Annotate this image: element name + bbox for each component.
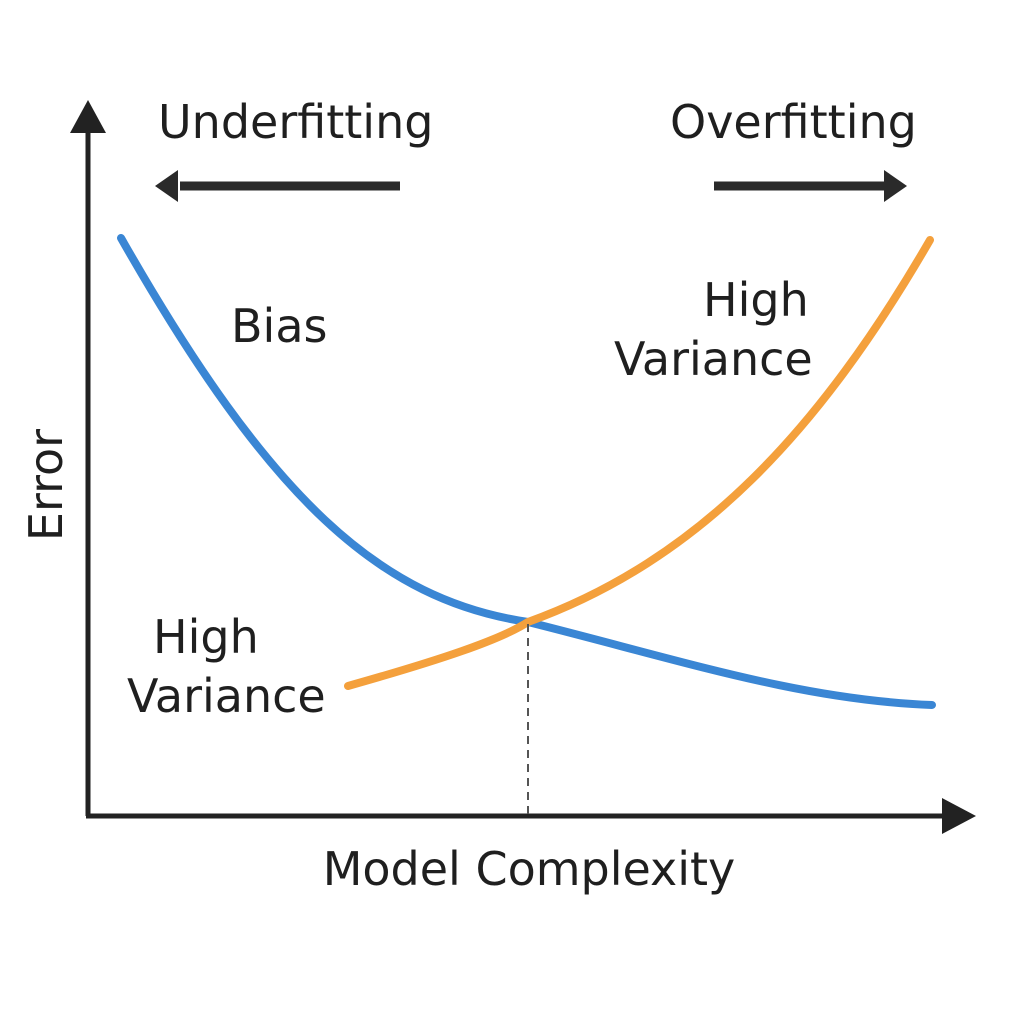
overfitting-arrowhead: [884, 170, 907, 202]
high-variance-right-line1: High: [703, 273, 809, 327]
overfitting-label: Overfitting: [670, 95, 917, 149]
high-variance-right-line2: Variance: [614, 332, 813, 386]
y-axis-label: Error: [19, 429, 73, 541]
y-axis-arrowhead: [70, 100, 106, 133]
x-axis-arrowhead: [942, 798, 976, 834]
underfitting-arrowhead: [155, 170, 178, 202]
x-axis-label: Model Complexity: [323, 842, 736, 896]
high-variance-left-line2: Variance: [127, 669, 326, 723]
bias-curve: [117, 234, 936, 709]
bias-label: Bias: [231, 299, 328, 353]
variance-curve: [344, 236, 934, 690]
high-variance-left-line1: High: [153, 610, 259, 664]
underfitting-label: Underfitting: [158, 95, 433, 149]
